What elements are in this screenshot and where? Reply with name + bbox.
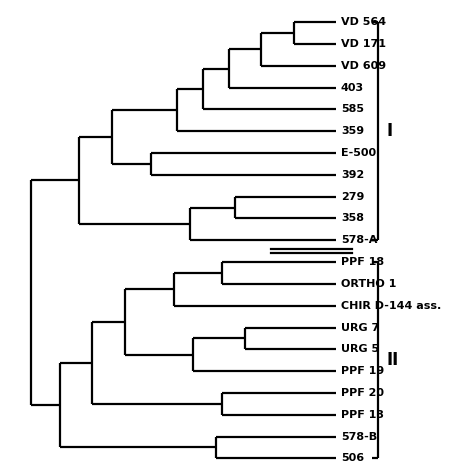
Text: I: I	[386, 122, 392, 140]
Text: 279: 279	[341, 191, 364, 201]
Text: 585: 585	[341, 104, 364, 114]
Text: PPF 18: PPF 18	[341, 257, 384, 267]
Text: 358: 358	[341, 213, 364, 223]
Text: VD 171: VD 171	[341, 39, 386, 49]
Text: VD 609: VD 609	[341, 61, 386, 71]
Text: II: II	[386, 351, 399, 369]
Text: 403: 403	[341, 82, 364, 92]
Text: PPF 20: PPF 20	[341, 388, 384, 398]
Text: 578-B: 578-B	[341, 431, 377, 442]
Text: 392: 392	[341, 170, 364, 180]
Text: PPF 13: PPF 13	[341, 410, 384, 420]
Text: CHIR D-144 ass.: CHIR D-144 ass.	[341, 301, 441, 310]
Text: 578-A: 578-A	[341, 235, 377, 245]
Text: ORTHO 1: ORTHO 1	[341, 279, 396, 289]
Text: E-500: E-500	[341, 148, 376, 158]
Text: 506: 506	[341, 453, 364, 464]
Text: 359: 359	[341, 126, 364, 136]
Text: PPF 19: PPF 19	[341, 366, 384, 376]
Text: URG 7: URG 7	[341, 322, 379, 332]
Text: VD 564: VD 564	[341, 17, 386, 27]
Text: URG 5: URG 5	[341, 344, 379, 354]
